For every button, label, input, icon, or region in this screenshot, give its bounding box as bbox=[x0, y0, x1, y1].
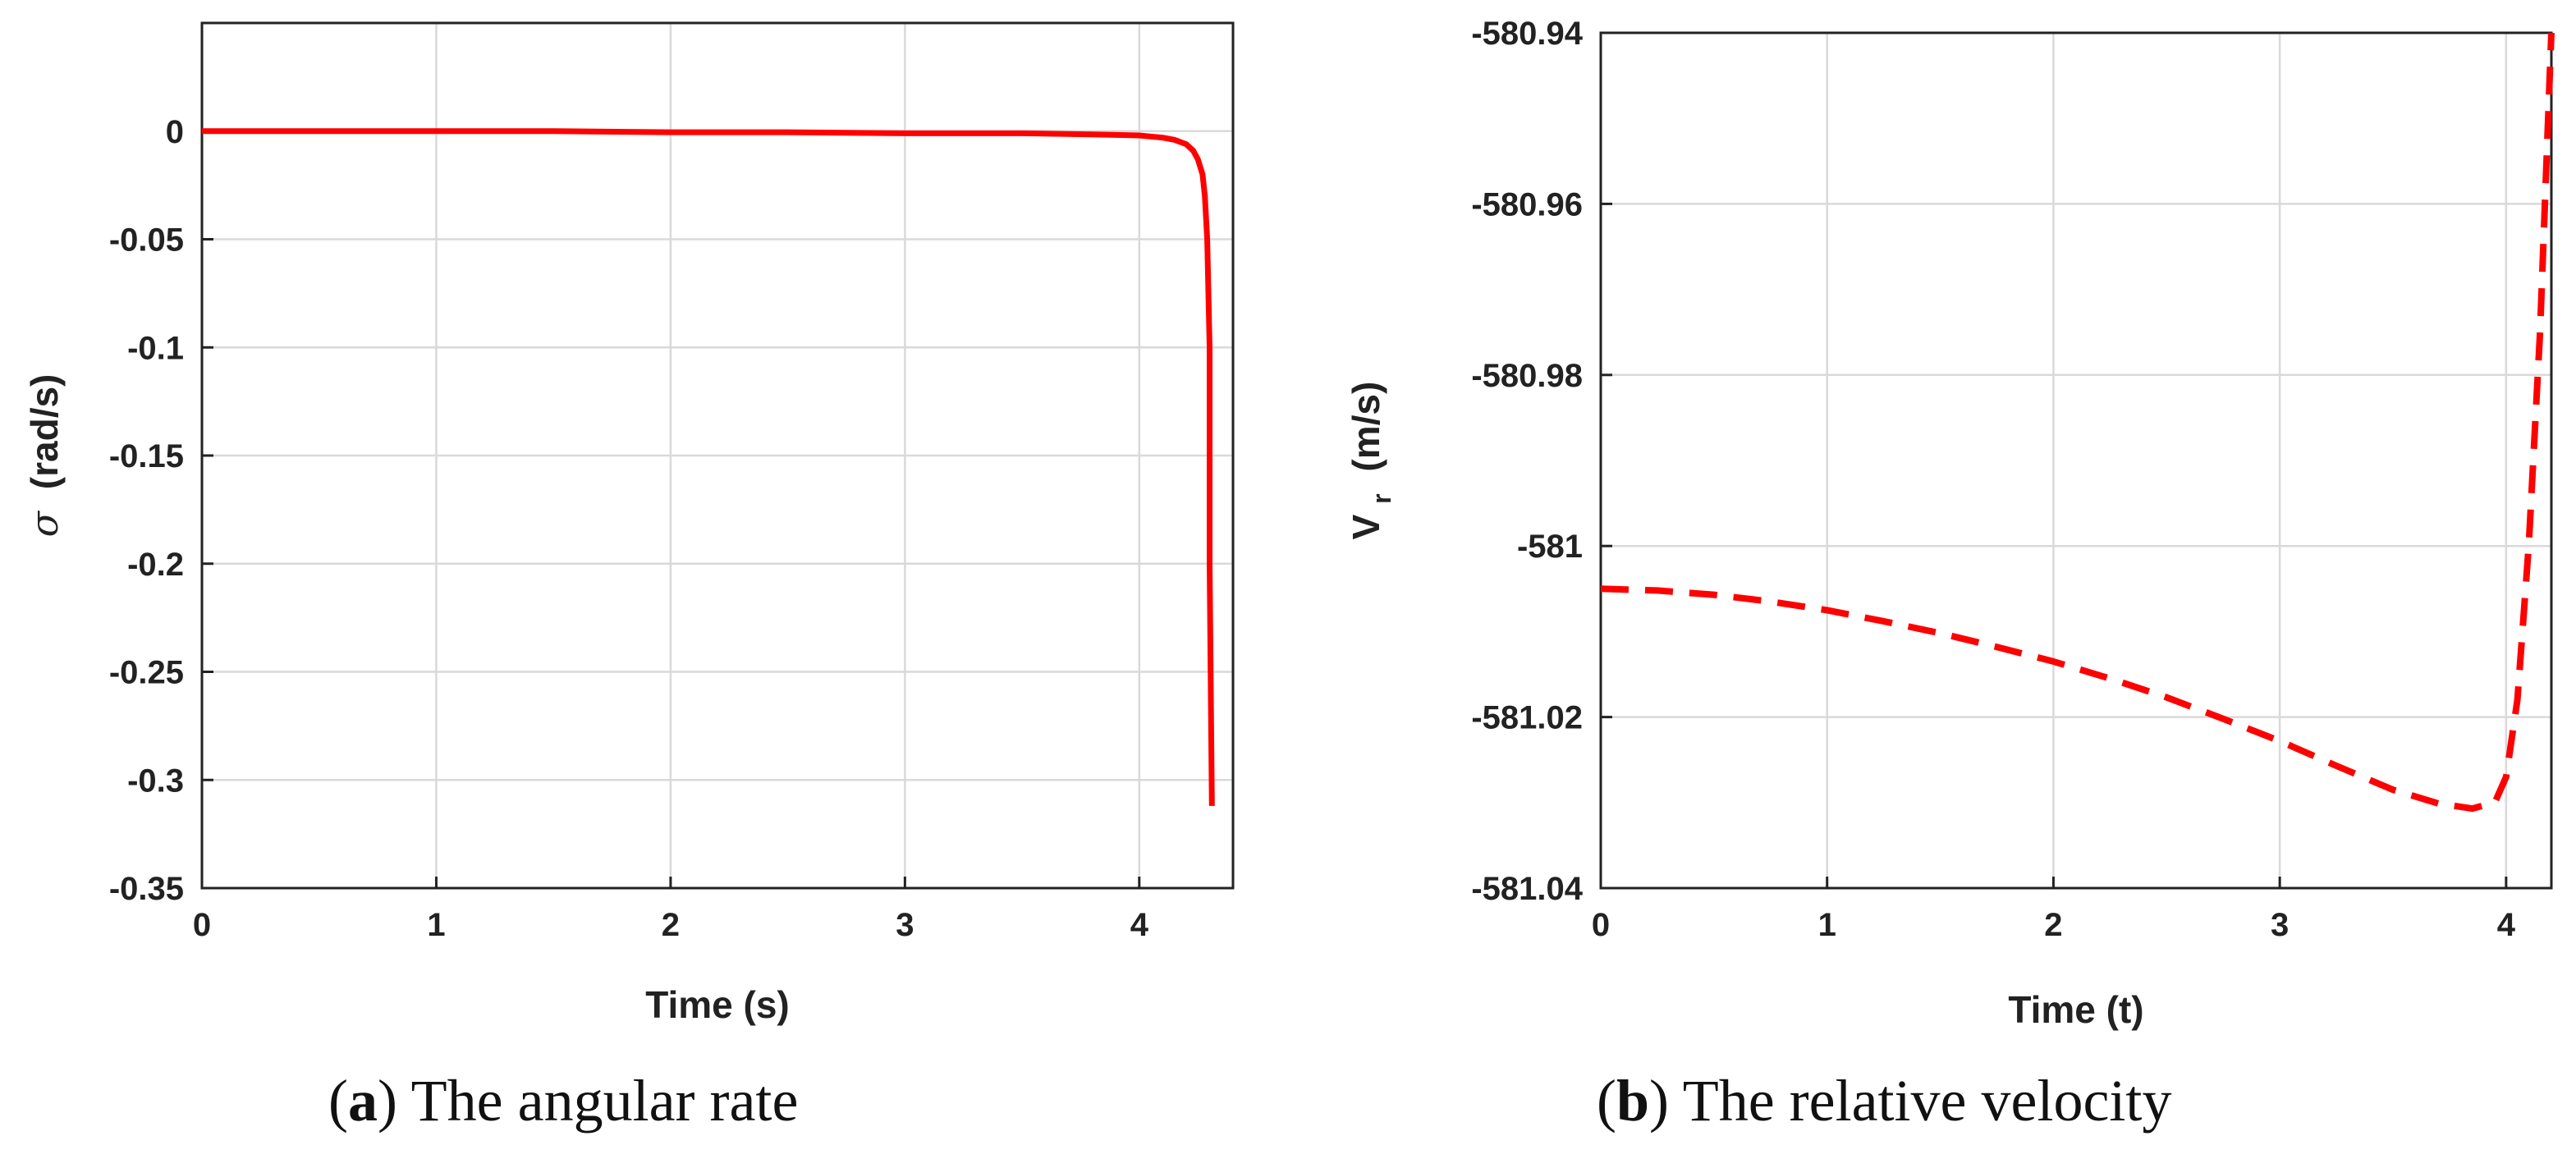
chart-a-ytick-label: -0.2 bbox=[127, 547, 184, 583]
chart-b-ytick-label: -580.98 bbox=[1471, 358, 1583, 394]
chart-a-xtick-label: 3 bbox=[896, 907, 914, 943]
caption-b-letter: b bbox=[1616, 1068, 1650, 1134]
chart-a-xtick-label: 4 bbox=[1130, 907, 1149, 943]
chart-relative-velocity: 0 1 2 3 4 -580.94 -580.96 -580.98 -581 -581.02 -58… bbox=[1345, 16, 2555, 1031]
chart-b-ytick-label: -581.04 bbox=[1471, 871, 1583, 907]
chart-a-ytick-label: -0.1 bbox=[127, 330, 184, 366]
chart-b-ylabel: V r (m/s) bbox=[1345, 382, 1399, 540]
caption-a-letter: a bbox=[347, 1068, 378, 1134]
chart-b-axes-box bbox=[1599, 31, 2553, 890]
chart-a-ylabel: σ (rad/s) bbox=[22, 374, 66, 538]
chart-b-ytick-label: -581.02 bbox=[1471, 700, 1583, 736]
chart-a-ticks: 0 1 2 3 4 0 -0.05 -0.1 -0.15 -0.2 -0.25 -0.3 -0.35 bbox=[109, 114, 1149, 943]
chart-a-xtick-label: 2 bbox=[662, 907, 680, 943]
chart-a-xlabel: Time (s) bbox=[645, 983, 790, 1026]
chart-b-ytick-label: -580.94 bbox=[1471, 16, 1583, 52]
chart-a-xtick-label: 1 bbox=[427, 907, 445, 943]
chart-b-xtick-label: 0 bbox=[1592, 907, 1610, 943]
caption-a: (a) The angular rate bbox=[328, 1068, 799, 1134]
chart-a-xtick-label: 0 bbox=[193, 907, 211, 943]
chart-b-ytick-label: -580.96 bbox=[1471, 186, 1583, 222]
chart-b-ticks: 0 1 2 3 4 -580.94 -580.96 -580.98 -581 -581.02 -58… bbox=[1471, 16, 2515, 943]
chart-b-ylabel-main: V bbox=[1345, 514, 1387, 539]
chart-a-ytick-label: -0.3 bbox=[127, 763, 184, 799]
caption-b-text: The relative velocity bbox=[1669, 1068, 2172, 1134]
chart-a-series bbox=[202, 128, 1215, 806]
chart-b-xtick-label: 4 bbox=[2497, 907, 2516, 943]
chart-b-xlabel: Time (t) bbox=[2008, 988, 2143, 1031]
chart-a-grid bbox=[202, 23, 1233, 888]
chart-b-xtick-label: 3 bbox=[2271, 907, 2289, 943]
chart-b-series-line bbox=[1600, 32, 2555, 813]
chart-b-ylabel-unit: (m/s) bbox=[1345, 382, 1387, 472]
chart-a-ylabel-symbol: σ bbox=[22, 510, 66, 537]
chart-a-ytick-label: -0.35 bbox=[109, 871, 184, 907]
chart-a-series-line bbox=[202, 128, 1215, 806]
chart-b-xtick-label: 2 bbox=[2044, 907, 2062, 943]
caption-b: (b) The relative velocity bbox=[1597, 1068, 2172, 1134]
chart-a-ytick-label: -0.15 bbox=[109, 438, 184, 474]
chart-a-ytick-label: -0.25 bbox=[109, 655, 184, 691]
chart-b-ytick-label: -581 bbox=[1517, 529, 1583, 565]
chart-a-ylabel-unit: (rad/s) bbox=[23, 374, 66, 490]
chart-b-ylabel-sub: r bbox=[1367, 493, 1396, 503]
chart-b-xtick-label: 1 bbox=[1818, 907, 1836, 943]
chart-b-series bbox=[1600, 32, 2555, 813]
chart-angular-rate: 0 1 2 3 4 0 -0.05 -0.1 -0.15 -0.2 -0.25 -0.3 -0.35 T… bbox=[22, 21, 1235, 1026]
caption-a-text: The angular rate bbox=[396, 1068, 799, 1134]
chart-a-ytick-label: -0.05 bbox=[109, 222, 184, 259]
chart-b-grid bbox=[1601, 33, 2551, 888]
chart-a-ytick-label: 0 bbox=[166, 114, 184, 150]
